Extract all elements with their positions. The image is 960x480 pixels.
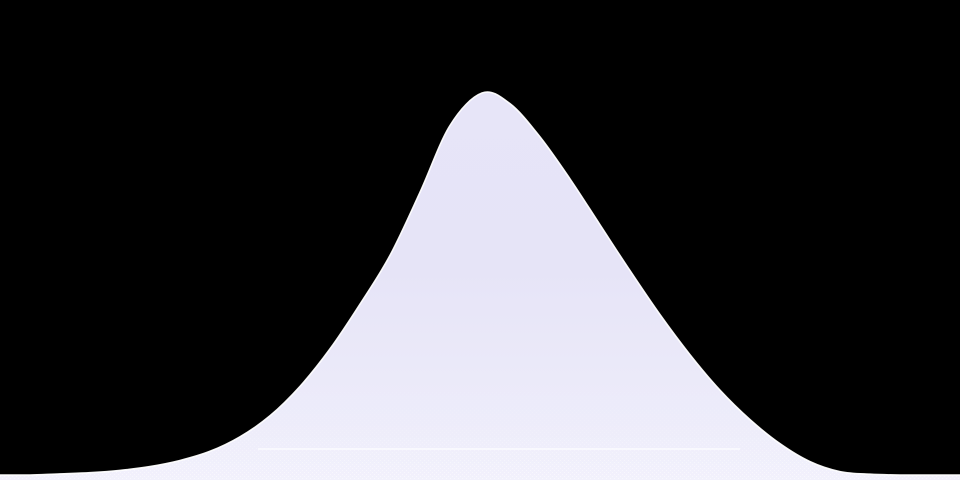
- area-series-density: [0, 92, 960, 480]
- curve-outline-line: [0, 91, 960, 476]
